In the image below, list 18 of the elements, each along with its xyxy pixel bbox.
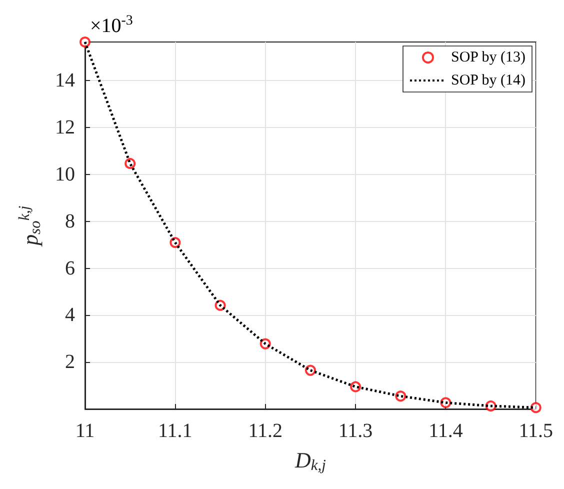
y-tick-label: 4 bbox=[65, 304, 75, 326]
legend-label: SOP by (14) bbox=[450, 72, 526, 88]
y-tick-label: 10 bbox=[55, 163, 75, 186]
point bbox=[530, 402, 542, 414]
point bbox=[80, 36, 90, 48]
x-tick-label: 11 bbox=[75, 420, 95, 442]
y-tick-label: 14 bbox=[55, 70, 75, 92]
x-tick-label: 11.2 bbox=[248, 420, 282, 442]
y-tick-label: 8 bbox=[65, 210, 75, 232]
y-axis-title: psok,j bbox=[16, 206, 44, 248]
x-tick-label: 11.1 bbox=[158, 420, 192, 442]
x-tick-label: 11.5 bbox=[518, 420, 554, 442]
x-tick-label: 11.4 bbox=[428, 420, 463, 442]
y-tick-label: 12 bbox=[55, 116, 75, 139]
y-tick-label: 6 bbox=[65, 257, 75, 280]
x-tick-label: 11.3 bbox=[338, 420, 373, 442]
legend-label: SOP by (13) bbox=[450, 50, 526, 66]
y-tick-label: 2 bbox=[65, 351, 75, 374]
